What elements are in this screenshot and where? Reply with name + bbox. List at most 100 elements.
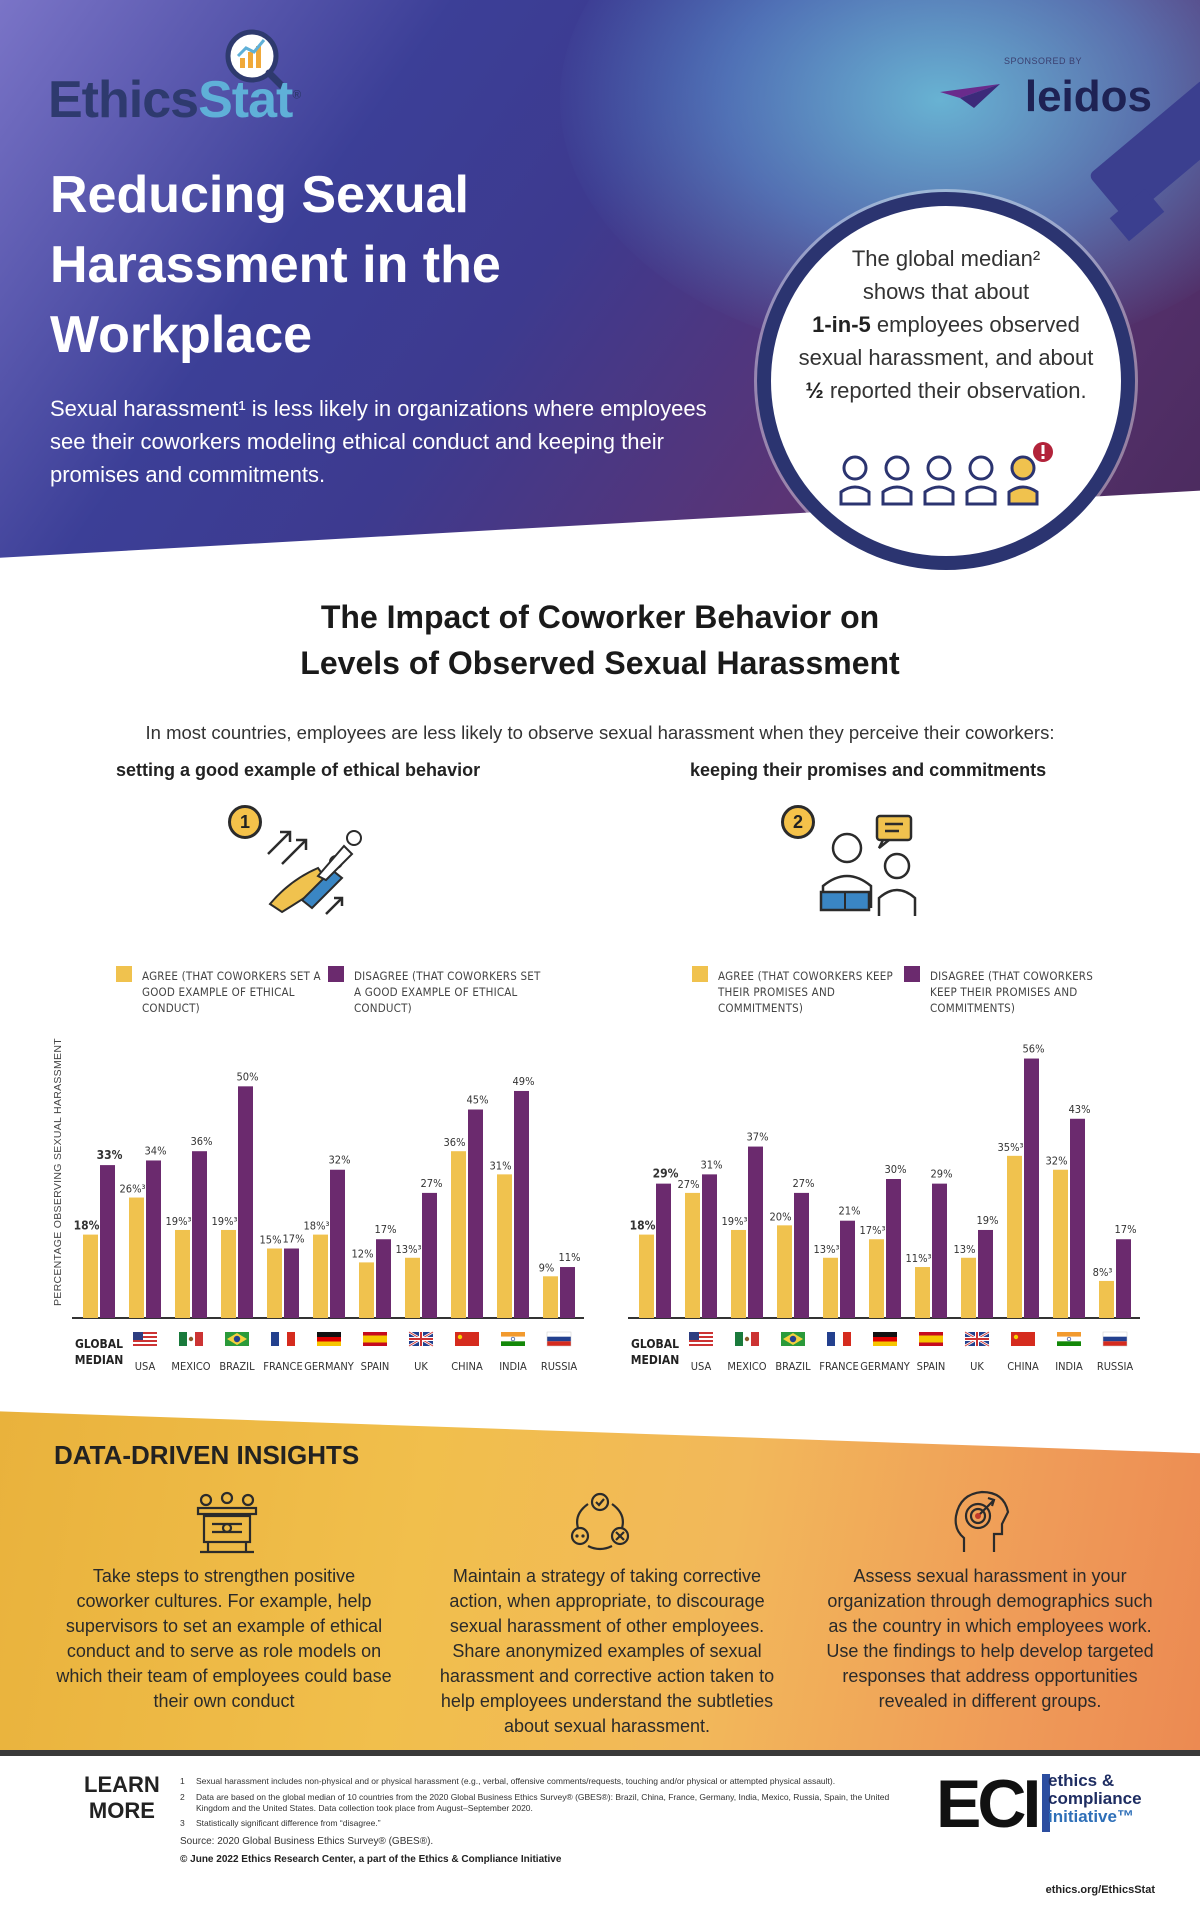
category-label: BRAZIL — [219, 1360, 255, 1373]
footnote-number: 2 — [180, 1792, 185, 1802]
hero-description: Sexual harassment¹ is less likely in org… — [50, 396, 707, 487]
flag-france-icon — [271, 1332, 295, 1346]
copyright-note: © June 2022 Ethics Research Center, a pa… — [180, 1854, 562, 1865]
bar-agree — [313, 1234, 328, 1318]
category-label: MEXICO — [171, 1360, 210, 1373]
callout-bold: 1-in-5 — [812, 312, 871, 337]
bar-agree — [1099, 1280, 1114, 1318]
data-label-agree: 9% — [539, 1261, 555, 1274]
bar-disagree — [1116, 1239, 1131, 1318]
data-label-agree: 12% — [352, 1247, 374, 1260]
data-label-disagree: 50% — [237, 1070, 259, 1083]
category-label: GLOBAL — [75, 1337, 123, 1351]
category-label: USA — [691, 1360, 712, 1373]
category-label: GERMANY — [304, 1360, 355, 1373]
flag-uk-icon — [964, 1330, 990, 1348]
callout-text: The global median² shows that about 1-in… — [791, 242, 1101, 407]
bar-disagree — [422, 1192, 437, 1318]
data-label-agree: 18%³ — [304, 1220, 330, 1233]
hero-title-line: Harassment in the — [50, 236, 501, 294]
conversation-icon — [819, 814, 917, 916]
source-note: Source: 2020 Global Business Ethics Surv… — [180, 1836, 434, 1847]
bar-agree — [129, 1197, 144, 1318]
flag-brazil-icon — [781, 1332, 805, 1346]
data-label-agree: 19%³ — [166, 1215, 192, 1228]
category-label: MEDIAN — [631, 1353, 680, 1367]
hero-title: Reducing Sexual Harassment in the Workpl… — [50, 160, 610, 370]
y-axis-label: PERCENTAGE OBSERVING SEXUAL HARASSMENT — [52, 1038, 64, 1306]
data-label-agree: 35%³ — [998, 1141, 1024, 1154]
team-meeting-icon — [196, 1491, 258, 1554]
y-axis-label-container: PERCENTAGE OBSERVING SEXUAL HARASSMENT — [48, 1038, 68, 1310]
flag-spain-icon — [363, 1332, 387, 1346]
category-label: CHINA — [1007, 1360, 1039, 1373]
legend-label: DISAGREE (THAT COWORKERS KEEP THEIR PROM… — [930, 969, 1093, 1015]
footnote-text: Data are based on the global median of 1… — [196, 1792, 890, 1813]
ethicsstat-logo: EthicsStat® — [48, 70, 301, 130]
category-label: RUSSIA — [541, 1360, 578, 1373]
logo-registered: ® — [292, 87, 301, 102]
flag-spain-icon — [919, 1332, 943, 1346]
hero-title-line: Workplace — [50, 306, 313, 364]
category-label: RUSSIA — [1097, 1360, 1134, 1373]
logo-ethics: Ethics — [48, 71, 199, 129]
flag-germany-icon — [873, 1332, 897, 1346]
data-label-agree: 27% — [678, 1178, 700, 1191]
bar-disagree — [192, 1151, 207, 1318]
footer-divider — [0, 1750, 1200, 1756]
learn-more-label: LEARN MORE — [84, 1772, 160, 1824]
data-label-disagree: 45% — [467, 1094, 489, 1107]
learn-line: MORE — [88, 1798, 155, 1823]
data-label-disagree: 11% — [559, 1251, 581, 1264]
data-label-disagree: 32% — [329, 1154, 351, 1167]
bar-disagree — [886, 1179, 901, 1318]
callout-circle: The global median² shows that about 1-in… — [757, 192, 1135, 570]
flag-germany-icon — [317, 1332, 341, 1346]
category-label: BRAZIL — [775, 1360, 811, 1373]
number-badge-2: 2 — [781, 805, 815, 839]
callout-rest: employees observed — [870, 312, 1080, 337]
flag-china-icon — [1011, 1332, 1035, 1346]
bar-agree — [359, 1262, 374, 1318]
flag-india-icon — [1057, 1332, 1081, 1346]
hero-title-line: Reducing Sexual — [50, 166, 469, 224]
category-label: SPAIN — [361, 1360, 390, 1373]
footer-url[interactable]: ethics.org/EthicsStat — [1045, 1884, 1155, 1896]
magnifier-chart-icon — [225, 29, 286, 90]
bar-agree — [497, 1174, 512, 1318]
number-badge-1: 1 — [228, 805, 262, 839]
sponsor-name: leidos — [1024, 72, 1152, 121]
target-head-icon — [954, 1490, 1010, 1552]
category-label: USA — [135, 1360, 156, 1373]
data-label-disagree: 49% — [513, 1075, 535, 1088]
eci-wordmark: ethics & compliance initiative™ — [1048, 1772, 1200, 1826]
data-label-agree: 8%³ — [1093, 1266, 1113, 1279]
flag-russia-icon — [1102, 1331, 1128, 1347]
logo-stat: Stat — [198, 71, 293, 129]
data-label-agree: 26%³ — [120, 1183, 146, 1196]
bar-disagree — [840, 1220, 855, 1318]
sponsored-by-label: SPONSORED BY — [1003, 56, 1082, 66]
data-label-disagree: 31% — [701, 1158, 723, 1171]
bar-disagree — [978, 1229, 993, 1318]
data-label-agree: 36% — [444, 1136, 466, 1149]
data-label-disagree: 43% — [1069, 1103, 1091, 1116]
data-label-disagree: 34% — [145, 1144, 167, 1157]
category-label: SPAIN — [917, 1360, 946, 1373]
data-label-disagree: 33% — [97, 1148, 123, 1162]
impact-title: The Impact of Coworker Behavior on Level… — [0, 594, 1200, 686]
category-label: INDIA — [499, 1360, 527, 1373]
bar-disagree — [376, 1239, 391, 1318]
data-label-agree: 13%³ — [396, 1243, 422, 1256]
five-people-icon — [839, 442, 1053, 506]
data-label-agree: 17%³ — [860, 1224, 886, 1237]
insight-text-2: Maintain a strategy of taking corrective… — [439, 1566, 775, 1736]
bar-disagree — [146, 1160, 161, 1318]
legend-swatch-disagree — [904, 966, 920, 982]
bar-disagree — [748, 1146, 763, 1318]
data-label-agree: 20% — [770, 1210, 792, 1223]
category-label: MEXICO — [727, 1360, 766, 1373]
legend-swatch-disagree — [328, 966, 344, 982]
insights-title: DATA-DRIVEN INSIGHTS — [54, 1440, 360, 1470]
